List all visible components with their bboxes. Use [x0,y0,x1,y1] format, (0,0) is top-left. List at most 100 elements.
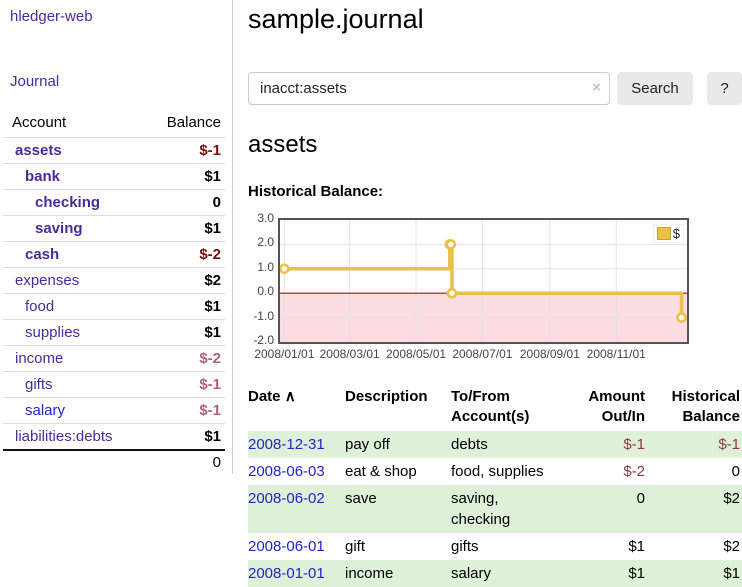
accounts-table: Account Balance assets $-1 bank $1 checking 0… [3,110,225,474]
account-link-food[interactable]: food [25,298,55,315]
account-balance: $2 [142,267,225,294]
register-amount: $1 [628,538,645,555]
account-link-saving[interactable]: saving [35,220,83,237]
register-date-cell: 2008-06-03 [248,458,345,485]
account-balance: $1 [142,215,225,242]
search-button[interactable]: Search [617,72,693,105]
account-row: assets $-1 [3,137,225,164]
register-row[interactable]: 2008-06-01 gift gifts $1 $2 [248,533,742,560]
account-name-cell: food [3,293,143,320]
accounts-header-row: Account Balance [3,110,225,138]
x-tick-label: 2008/03/01 [319,347,380,361]
x-tick-label: 2008/01/01 [254,347,315,361]
register-description: income [345,565,394,582]
account-balance: $-1 [142,397,225,424]
account-name-cell: cash [3,241,143,268]
main-content: sample.journal × Search ? assets Histori… [233,0,742,587]
account-row: supplies $1 [3,319,225,346]
account-link-income[interactable]: income [15,350,64,367]
y-tick-label: -2.0 [253,333,274,347]
x-tick-label: 2008/09/01 [519,347,580,361]
account-link-supplies[interactable]: supplies [25,324,81,341]
account-balance: $1 [142,423,225,450]
search-input[interactable] [248,72,610,105]
register-historical-balance: 0 [731,463,740,480]
register-header-accounts: To/From Account(s) [451,388,530,425]
transaction-date-link[interactable]: 2008-06-03 [248,463,325,480]
account-name-cell: income [3,345,143,372]
account-link-bank[interactable]: bank [25,168,61,185]
register-header-date[interactable]: Date ∧ [248,388,296,405]
register-historical-balance: $2 [723,538,740,555]
register-description: save [345,490,377,507]
page-title: sample.journal [248,4,424,34]
y-tick-label: 0.0 [257,284,274,299]
help-button[interactable]: ? [707,72,742,105]
account-name-cell: gifts [3,371,143,398]
account-link-assets[interactable]: assets [15,142,62,159]
chart-legend: $ [652,224,684,243]
register-date-cell: 2008-12-31 [248,431,345,458]
register-description: eat & shop [345,463,417,480]
account-heading: assets [248,131,318,158]
transaction-date-link[interactable]: 2008-06-02 [248,490,325,507]
y-tick-label: 1.0 [257,259,274,274]
account-link-gifts[interactable]: gifts [25,376,53,393]
register-row[interactable]: 2008-06-02 save saving, checking 0 $2 [248,485,742,533]
register-historical-balance: $-1 [718,436,740,453]
sort-ascending-icon: ∧ [284,388,296,405]
account-name-cell: supplies [3,319,143,346]
account-link-checking[interactable]: checking [35,194,101,211]
search-form: × Search ? [248,72,742,105]
account-row: salary $-1 [3,397,225,424]
y-tick-label: 3.0 [257,211,274,225]
account-row: checking 0 [3,189,225,216]
transaction-date-link[interactable]: 2008-12-31 [248,436,325,453]
account-balance: $-1 [142,137,225,164]
account-name-cell: assets [3,137,143,164]
chart-plot-area[interactable]: $ [278,218,689,344]
nav-journal-link[interactable]: Journal [10,73,60,90]
clear-search-icon[interactable]: × [592,79,601,96]
account-balance: $-2 [142,241,225,268]
x-tick-label: 2008/07/01 [452,347,513,361]
y-tick-label: 2.0 [257,235,274,250]
register-accounts: saving, checking [451,490,511,528]
accounts-header-balance: Balance [166,114,221,131]
transaction-date-link[interactable]: 2008-01-01 [248,565,325,582]
account-link-salary[interactable]: salary [25,402,66,419]
account-link-liabilities-debts[interactable]: liabilities:debts [15,428,113,445]
account-link-cash[interactable]: cash [25,246,60,263]
account-row: food $1 [3,293,225,320]
account-row: income $-2 [3,345,225,372]
accounts-header-account: Account [12,114,67,131]
register-row[interactable]: 2008-12-31 pay off debts $-1 $-1 [248,431,742,458]
transaction-date-link[interactable]: 2008-06-01 [248,538,325,555]
account-row: saving $1 [3,215,225,242]
register-date-cell: 2008-01-01 [248,560,345,587]
register-table: Date ∧ Description To/From Account(s) Am… [248,385,742,587]
account-row: liabilities:debts $1 [3,423,225,450]
sidebar: hledger-web Journal Account Balance asse… [0,0,233,474]
register-header-amount: Amount Out/In [588,388,645,425]
app-title-link[interactable]: hledger-web [10,8,93,25]
register-description: gift [345,538,366,555]
account-row: cash $-2 [3,241,225,268]
account-name-cell: checking [3,189,143,216]
account-balance: $1 [142,319,225,346]
register-amount: 0 [636,490,645,507]
register-row[interactable]: 2008-01-01 income salary $1 $1 [248,560,742,587]
register-row[interactable]: 2008-06-03 eat & shop food, supplies $-2 0 [248,458,742,485]
account-link-expenses[interactable]: expenses [15,272,80,289]
register-description: pay off [345,436,390,453]
x-tick-label: 2008/05/01 [385,347,447,361]
legend-label: $ [672,226,680,241]
account-balance: $1 [142,293,225,320]
account-name-cell: liabilities:debts [3,423,143,450]
register-historical-balance: $1 [723,565,740,582]
account-row: gifts $-1 [3,371,225,398]
account-balance: $-1 [142,371,225,398]
register-amount: $-2 [623,463,645,480]
chart-label: Historical Balance: [248,183,384,200]
